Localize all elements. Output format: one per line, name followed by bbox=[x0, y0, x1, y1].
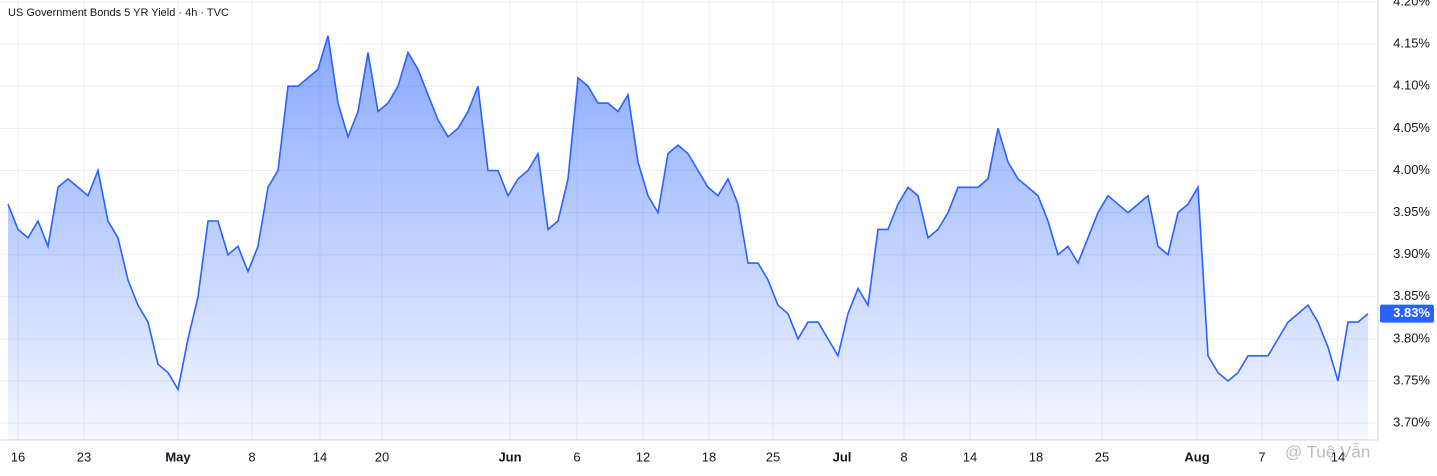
x-tick-label: 18 bbox=[702, 449, 716, 464]
x-tick-label: 12 bbox=[636, 449, 650, 464]
y-tick-label: 4.00% bbox=[1393, 162, 1430, 177]
x-tick-label: May bbox=[165, 449, 191, 464]
price-line bbox=[7, 35, 1369, 392]
chart-title: US Government Bonds 5 YR Yield · 4h · TV… bbox=[8, 7, 229, 19]
x-tick-label: 7 bbox=[1258, 449, 1265, 464]
watermark: @ Tuệ Vẫn bbox=[1285, 442, 1370, 461]
y-tick-label: 3.80% bbox=[1393, 330, 1430, 345]
x-tick-label: Aug bbox=[1184, 449, 1209, 464]
x-tick-label: 14 bbox=[963, 449, 977, 464]
y-tick-label: 3.90% bbox=[1393, 246, 1430, 261]
x-tick-label: 16 bbox=[11, 449, 25, 464]
x-tick-label: 6 bbox=[573, 449, 580, 464]
y-tick-label: 3.70% bbox=[1393, 415, 1430, 430]
x-tick-label: 8 bbox=[248, 449, 255, 464]
x-tick-label: 14 bbox=[313, 449, 327, 464]
y-tick-label: 3.85% bbox=[1393, 288, 1430, 303]
area-fill bbox=[8, 35, 1368, 440]
y-tick-label: 3.75% bbox=[1393, 372, 1430, 387]
x-tick-label: 25 bbox=[1095, 449, 1109, 464]
x-tick-label: 23 bbox=[77, 449, 91, 464]
y-tick-label: 4.05% bbox=[1393, 120, 1430, 135]
x-tick-label: 14 bbox=[1331, 449, 1345, 464]
y-tick-label: 4.10% bbox=[1393, 78, 1430, 93]
x-tick-label: 8 bbox=[900, 449, 907, 464]
y-tick-label: 4.15% bbox=[1393, 36, 1430, 51]
y-tick-label: 3.95% bbox=[1393, 204, 1430, 219]
x-tick-label: Jun bbox=[498, 449, 521, 464]
y-tick-label: 4.20% bbox=[1393, 0, 1430, 8]
x-tick-label: 20 bbox=[375, 449, 389, 464]
x-tick-label: 25 bbox=[766, 449, 780, 464]
x-tick-label: Jul bbox=[833, 449, 852, 464]
last-price-label: 3.83% bbox=[1393, 305, 1430, 320]
last-price-marker bbox=[1380, 304, 1434, 323]
x-tick-label: 18 bbox=[1029, 449, 1043, 464]
